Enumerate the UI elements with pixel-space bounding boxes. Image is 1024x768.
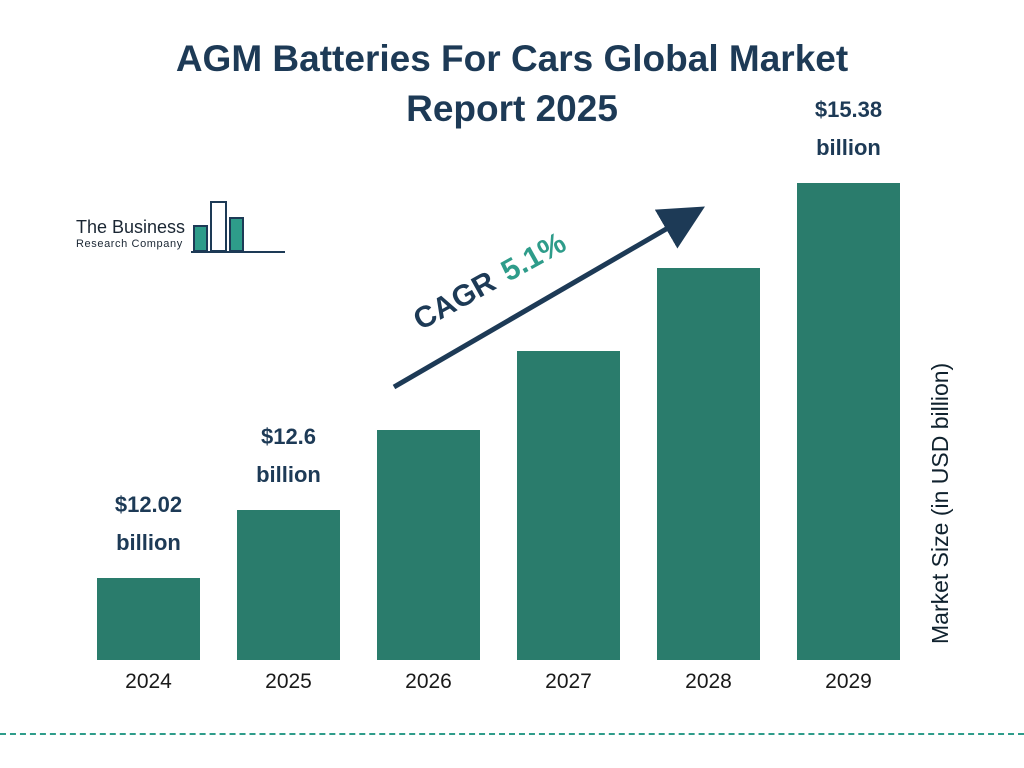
x-axis-label-2025: 2025 <box>265 670 312 693</box>
bar-2024 <box>97 578 200 660</box>
bar-column-2027: 2027 <box>517 100 620 693</box>
x-axis-label-2026: 2026 <box>405 670 452 693</box>
y-axis-label: Market Size (in USD billion) <box>927 362 953 644</box>
growth-arrow-icon <box>392 206 705 390</box>
bottom-dashed-divider <box>0 733 1024 735</box>
bar-column-2028: 2028 <box>657 100 760 693</box>
bar-column-2026: 2026 <box>377 100 480 693</box>
logo-line-1: The Business <box>76 217 186 237</box>
bar-value-label-2029: $15.38 billion <box>814 97 883 160</box>
bar-column-2025: $12.6 billion 2025 <box>237 100 340 693</box>
x-axis-label-2029: 2029 <box>825 670 872 693</box>
bar-chart: $12.02 billion 2024 $12.6 billion 2025 2026 202… <box>97 97 900 693</box>
bar-value-label-2024: $12.02 billion <box>114 492 183 555</box>
page-title: AGM Batteries For Cars Global Market Rep… <box>175 38 849 129</box>
bar-chart-logo-icon <box>191 201 286 253</box>
bar-2029 <box>797 183 900 660</box>
bar-2025 <box>237 510 340 660</box>
logo-text: The Business Research Company <box>76 217 185 258</box>
bar-value-label-2025: $12.6 billion <box>256 424 321 487</box>
logo: The Business Research Company <box>76 196 287 258</box>
bar-column-2024: $12.02 billion 2024 <box>97 100 200 693</box>
bar-column-2029: $15.38 billion 2029 <box>797 97 900 693</box>
x-axis-label-2024: 2024 <box>125 670 172 693</box>
bar-2027 <box>517 351 620 660</box>
bar-2026 <box>377 430 480 660</box>
bar-2028 <box>657 268 760 660</box>
logo-line-2: Research Company <box>76 238 183 250</box>
x-axis-label-2028: 2028 <box>685 670 732 693</box>
x-axis-label-2027: 2027 <box>545 670 592 693</box>
